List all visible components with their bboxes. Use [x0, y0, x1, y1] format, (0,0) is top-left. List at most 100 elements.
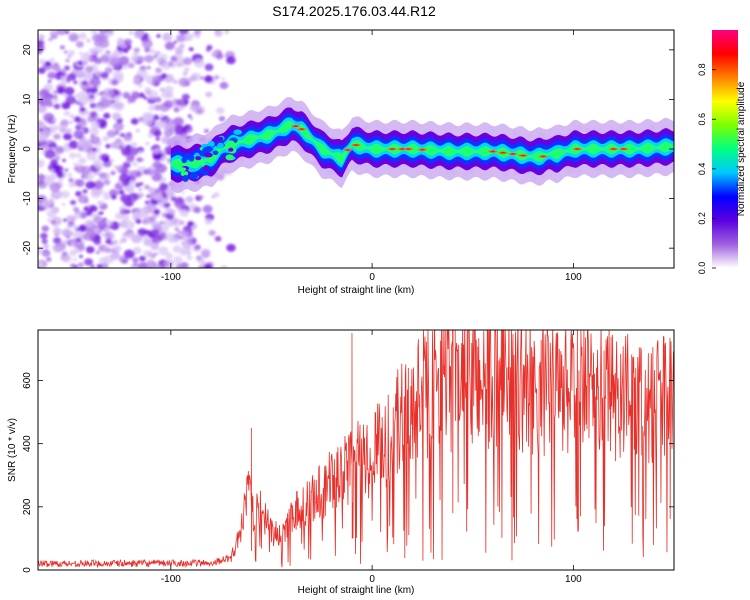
noise-blob	[44, 149, 56, 159]
noise-blob	[89, 77, 101, 87]
noise-blob	[116, 118, 123, 124]
noise-blob	[111, 79, 119, 86]
noise-blob	[182, 71, 188, 76]
colorbar-tick-label: 0.6	[697, 113, 707, 126]
noise-blob	[170, 217, 182, 227]
noise-blob	[176, 34, 186, 43]
noise-blob	[103, 157, 110, 163]
snr-frame	[37, 329, 675, 571]
noise-blob	[224, 30, 230, 34]
colorbar-tick-label: 0.2	[697, 212, 707, 225]
noise-blob	[118, 240, 123, 244]
noise-blob	[159, 113, 164, 118]
noise-blob	[75, 179, 85, 187]
noise-blob	[153, 252, 158, 256]
noise-blob	[170, 55, 178, 62]
noise-blob	[181, 93, 190, 101]
noise-blob	[60, 190, 70, 199]
noise-blob	[96, 263, 103, 268]
ridge-peak	[621, 148, 626, 150]
noise-blob	[164, 118, 175, 127]
noise-blob	[120, 167, 129, 175]
snr-y-ticks: 0 200 400 600	[22, 372, 674, 573]
noise-blob	[120, 194, 130, 203]
noise-blob	[103, 179, 111, 186]
noise-blob	[143, 238, 153, 247]
snr-x-ticks: -100 0 100	[161, 330, 582, 585]
noise-blob	[132, 257, 139, 263]
ridge-peak	[510, 153, 516, 155]
noise-blob	[38, 261, 42, 266]
noise-blob	[214, 235, 222, 242]
noise-blob	[127, 62, 135, 69]
noise-blob	[161, 155, 168, 161]
noise-blob	[59, 45, 65, 50]
noise-blob	[112, 70, 124, 80]
noise-blob	[69, 120, 73, 124]
colorbar-tick-label: 0.4	[697, 163, 707, 176]
noise-blob	[41, 151, 45, 155]
noise-blob	[129, 170, 140, 179]
noise-blob	[122, 91, 131, 99]
noise-blob	[98, 257, 108, 264]
noise-blob	[100, 172, 110, 181]
noise-blob	[102, 193, 111, 200]
noise-blob	[65, 95, 77, 105]
snr-x-label: Height of straight line (km)	[298, 585, 415, 596]
noise-blob	[142, 112, 151, 119]
noise-blob	[193, 58, 205, 68]
ridge-blob	[188, 154, 195, 162]
noise-blob	[165, 252, 174, 260]
ridge-blob	[216, 136, 224, 142]
ridge-blob	[228, 147, 234, 152]
noise-blob	[41, 238, 48, 244]
noise-blob	[52, 117, 57, 122]
noise-blob	[77, 262, 85, 268]
noise-blob	[79, 51, 84, 56]
noise-blob	[144, 200, 150, 205]
noise-blob	[50, 168, 55, 173]
ridge-blob	[189, 173, 198, 180]
noise-blob	[159, 87, 165, 92]
noise-blob	[211, 195, 216, 199]
noise-blob	[204, 75, 214, 83]
noise-blob	[136, 157, 143, 163]
noise-blob	[83, 206, 89, 212]
noise-blob	[140, 172, 145, 176]
noise-blob	[75, 163, 81, 168]
noise-blob	[117, 37, 124, 43]
ridge-blob	[188, 168, 197, 173]
noise-blob	[189, 117, 194, 121]
y-tick-label: 20	[22, 44, 33, 56]
ridge-blob	[203, 164, 209, 172]
noise-blob	[154, 239, 161, 245]
noise-blob	[38, 58, 46, 65]
noise-blob	[72, 230, 81, 238]
noise-blob	[168, 208, 176, 215]
noise-blob	[138, 55, 146, 62]
noise-blob	[194, 244, 201, 250]
ridge-peak	[390, 148, 395, 150]
noise-blob	[178, 106, 184, 111]
noise-blob	[134, 182, 141, 188]
noise-blob	[100, 232, 106, 237]
noise-blob	[94, 57, 103, 65]
noise-blob	[158, 56, 163, 61]
noise-blob	[41, 225, 50, 232]
x-tick-label: 0	[369, 574, 375, 585]
noise-blob	[195, 255, 202, 261]
noise-blob	[92, 116, 99, 122]
noise-blob	[146, 194, 151, 198]
noise-blob	[91, 33, 102, 42]
noise-blob	[148, 105, 156, 111]
noise-blob	[128, 30, 134, 35]
colorbar-tick-label: 0.0	[697, 262, 707, 275]
noise-blob	[47, 71, 57, 80]
noise-blob	[40, 232, 48, 240]
noise-blob	[75, 69, 86, 79]
noise-blob	[118, 145, 125, 151]
noise-blob	[49, 57, 55, 62]
noise-blob	[172, 245, 182, 253]
noise-blob	[138, 192, 145, 198]
noise-blob	[165, 123, 174, 131]
